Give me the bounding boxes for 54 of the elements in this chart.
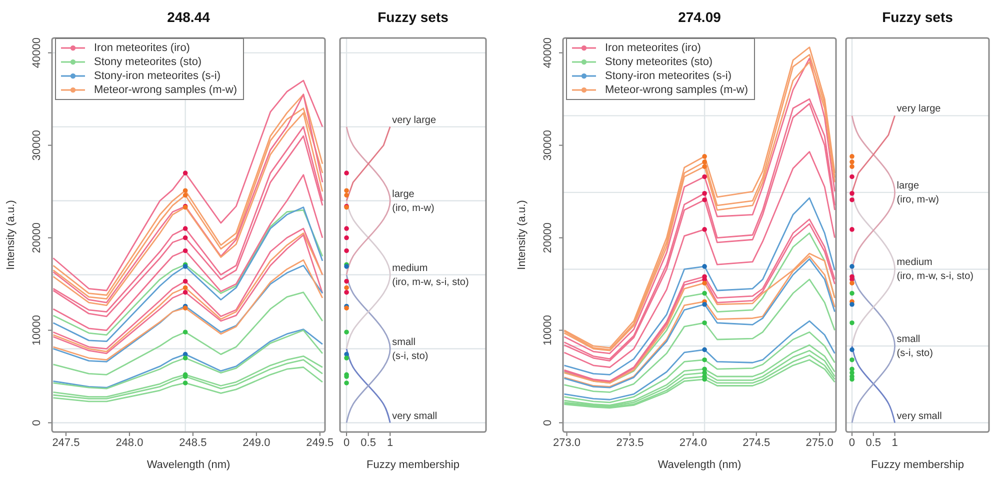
chart-title: Fuzzy sets xyxy=(378,9,449,25)
legend-label: Stony-iron meteorites (s-i) xyxy=(94,69,221,83)
x-tick-label: 0 xyxy=(848,436,856,449)
chart-title: 274.09 xyxy=(678,9,722,25)
x-tick-label: 0 xyxy=(343,436,350,449)
x-tick-label: 249.5 xyxy=(306,436,334,449)
legend-label: Iron meteorites (iro) xyxy=(605,41,701,55)
x-tick-label: 274.0 xyxy=(679,436,707,449)
series-label: small (s-i, sto) xyxy=(896,334,933,359)
y-tick-label: 10000 xyxy=(31,314,43,346)
y-tick-label: 0 xyxy=(31,420,43,426)
x-tick-label: 275.0 xyxy=(806,436,834,449)
series-label: very small xyxy=(392,410,438,422)
y-tick-label: 20000 xyxy=(542,222,554,254)
x-tick-label: 248.0 xyxy=(116,436,144,449)
x-tick-label: 273.5 xyxy=(616,436,644,449)
series-label: large (iro, m-w) xyxy=(392,188,434,214)
x-tick-label: 0.5 xyxy=(360,436,376,449)
chart-title: Fuzzy sets xyxy=(882,9,954,25)
x-tick-label: 1 xyxy=(387,436,394,449)
x-axis-title: Fuzzy membership xyxy=(366,459,460,471)
x-tick-label: 273.0 xyxy=(553,436,581,449)
x-tick-label: 247.5 xyxy=(52,436,80,449)
series-label: very small xyxy=(896,410,942,422)
legend-label: Stony-iron meteorites (s-i) xyxy=(605,69,732,83)
x-axis-title: Fuzzy membership xyxy=(871,459,964,471)
series-label: large (iro, m-w) xyxy=(896,180,940,206)
legend-label: Iron meteorites (iro) xyxy=(94,41,190,55)
series-label: small (s-i, sto) xyxy=(392,336,428,362)
legend-label: Stony meteorites (sto) xyxy=(94,55,202,69)
y-tick-label: 30000 xyxy=(542,130,554,161)
x-tick-label: 0.5 xyxy=(866,436,882,449)
x-axis-title: Wavelength (nm) xyxy=(146,459,230,471)
y-tick-label: 10000 xyxy=(542,314,554,346)
series-label: very large xyxy=(896,104,942,115)
series-label: medium (iro, m-w, s-i, sto) xyxy=(896,257,974,282)
x-tick-label: 274.5 xyxy=(742,436,770,449)
x-tick-label: 248.5 xyxy=(179,436,207,449)
legend-label: Meteor-wrong samples (m-w) xyxy=(94,83,238,97)
y-tick-label: 20000 xyxy=(31,222,43,254)
y-tick-label: 40000 xyxy=(31,38,43,68)
legend-label: Meteor-wrong samples (m-w) xyxy=(605,83,748,97)
y-axis-title: Intensity (a.u.) xyxy=(5,200,17,270)
x-tick-label: 249.0 xyxy=(242,436,270,449)
chart-title: 248.44 xyxy=(167,9,210,25)
y-tick-label: 0 xyxy=(542,420,554,426)
series-label: medium (iro, m-w, s-i, sto) xyxy=(392,262,469,288)
x-axis-title: Wavelength (nm) xyxy=(658,459,742,471)
series-label: very large xyxy=(392,114,436,126)
legend-label: Stony meteorites (sto) xyxy=(605,55,713,69)
y-axis-title: Intensity (a.u.) xyxy=(516,200,528,270)
y-tick-label: 30000 xyxy=(31,130,43,161)
x-tick-label: 1 xyxy=(892,436,898,449)
y-tick-label: 40000 xyxy=(542,38,554,68)
